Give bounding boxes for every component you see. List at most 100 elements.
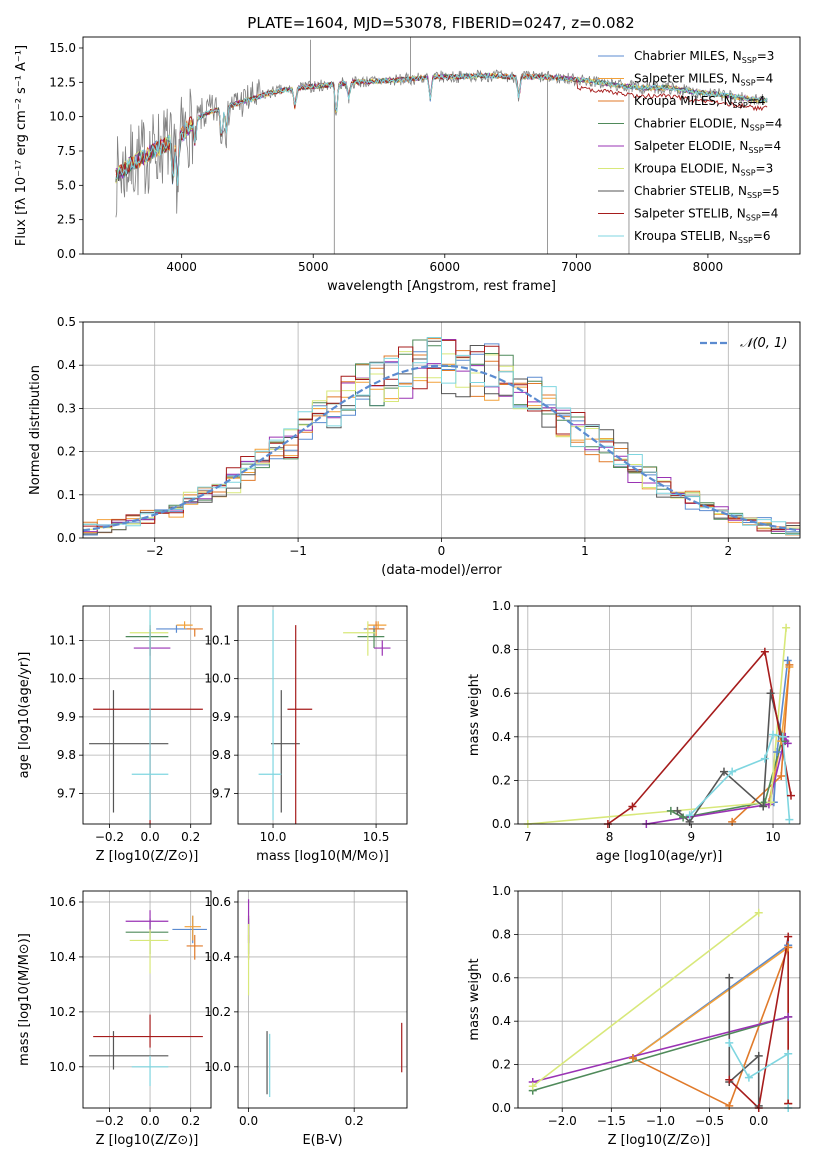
- y-tick-label: 0.8: [492, 643, 511, 657]
- legend-label: Kroupa MILES, NSSP=4: [634, 94, 765, 110]
- weight-point-marker: [685, 811, 694, 820]
- weight-point-marker: [673, 806, 682, 815]
- weight-point-marker: [744, 1073, 753, 1082]
- weight-point-marker: [628, 1054, 637, 1063]
- y-tick-label: 9.7: [57, 786, 76, 800]
- x-tick-label: −1: [289, 544, 307, 558]
- spectrum-model-line: [115, 72, 768, 184]
- y-tick-label: 9.9: [212, 710, 231, 724]
- legend-label: Kroupa STELIB, NSSP=6: [634, 229, 771, 245]
- x-tick-label: 0.2: [345, 1114, 364, 1128]
- weight-series-line: [632, 947, 790, 1107]
- legend-subscript: SSP: [742, 56, 757, 65]
- x-tick-label: 0.0: [141, 1114, 160, 1128]
- y-tick-label: 0.5: [57, 315, 76, 329]
- y-tick-label: 9.8: [57, 748, 76, 762]
- x-tick-label: 4000: [166, 260, 197, 274]
- axes-frame: [237, 890, 408, 1109]
- y-axis-label: mass [log10(M/M⊙)]: [17, 933, 32, 1066]
- x-tick-label: 6000: [430, 260, 461, 274]
- x-axis-label: age [log10(age/yr)]: [596, 849, 723, 864]
- weight-point-marker: [725, 1075, 734, 1084]
- weight-point-marker: [777, 772, 786, 781]
- gaussian-curve: [83, 364, 800, 532]
- legend-value: =3: [756, 162, 774, 176]
- legend-value: =4: [756, 72, 774, 86]
- weight-point-marker: [760, 647, 769, 656]
- panel-spectrum: 4000 5000 6000 7000 8000 0.0 2.5 5.0 7.5 10.0 12.5…: [14, 36, 801, 294]
- plot-area: [527, 627, 792, 824]
- legend-label: Chabrier STELIB, NSSP=5: [634, 184, 780, 200]
- y-tick-label: 10.1: [49, 633, 76, 647]
- weight-series-line: [607, 650, 792, 824]
- y-tick-label: 0.0: [492, 1101, 511, 1115]
- legend-label: 𝒩(0, 1): [740, 336, 787, 351]
- y-tick-label: 0.2: [57, 445, 76, 459]
- x-tick-label: 10.0: [260, 830, 287, 844]
- weight-point-marker: [785, 660, 794, 669]
- panel-residuals: −2 −1 0 1 2 0.0 0.1 0.2 0.3 0.4 0.5 (data-model)/er…: [28, 315, 801, 578]
- weight-point-marker: [725, 973, 734, 982]
- spectrum-model-line: [115, 72, 768, 187]
- weight-point-marker: [759, 802, 768, 811]
- legend-label: Salpeter STELIB, NSSP=4: [634, 207, 778, 223]
- y-tick-label: 0.4: [492, 730, 511, 744]
- weight-point-marker: [725, 1101, 734, 1110]
- y-tick-label: 10.2: [49, 1005, 76, 1019]
- x-axis-label: Z [log10(Z/Z⊙)]: [608, 1133, 711, 1148]
- legend-subscript: SSP: [738, 236, 753, 245]
- weight-point-marker: [784, 1049, 793, 1058]
- weight-point-marker: [628, 802, 637, 811]
- x-tick-label: −0.2: [95, 830, 124, 844]
- plot-area: [115, 37, 768, 254]
- legend-value: =4: [765, 117, 783, 131]
- axes-frame: [82, 321, 801, 539]
- panel-age_vs_Z: −0.2 0.0 0.2 9.7 9.8 9.9 10.0 10.1 Z [log10(Z/Z⊙…: [17, 605, 212, 864]
- y-axis-label: Flux [fλ 10⁻¹⁷ erg cm⁻² s⁻¹ A⁻¹]: [14, 45, 29, 246]
- plot-area: [532, 912, 790, 1108]
- y-tick-label: 1.0: [492, 884, 511, 898]
- figure-title: PLATE=1604, MJD=53078, FIBERID=0247, z=0…: [247, 14, 634, 32]
- legend-value: =6: [753, 229, 771, 243]
- weight-point-marker: [528, 1082, 537, 1091]
- y-axis-label: mass weight: [467, 958, 482, 1040]
- weight-point-marker: [754, 908, 763, 917]
- axes-frame: [237, 605, 408, 825]
- weight-point-marker: [760, 754, 769, 763]
- panel-age_vs_mass: 10.0 10.5 9.7 9.8 9.9 10.0 10.1 mass [log10(M/M…: [204, 605, 408, 864]
- weight-point-marker: [783, 739, 792, 748]
- x-tick-label: 8000: [693, 260, 724, 274]
- weight-point-marker: [719, 767, 728, 776]
- y-tick-label: 10.0: [49, 672, 76, 686]
- y-tick-label: 0.2: [492, 1058, 511, 1072]
- x-tick-label: 10.5: [363, 830, 390, 844]
- y-axis-label: age [log10(age/yr)]: [17, 652, 32, 779]
- panel-weight_vs_Z: −2.0 −1.5 −1.0 −0.5 0.0 0.0 0.2 0.4 0.6 0.8 1.0 Z […: [467, 884, 801, 1148]
- weight-point-marker: [754, 1051, 763, 1060]
- axes-frame: [517, 605, 801, 825]
- y-tick-label: 10.0: [49, 110, 76, 124]
- weight-point-marker: [766, 689, 775, 698]
- y-tick-label: 10.6: [49, 895, 76, 909]
- y-tick-label: 0.6: [492, 686, 511, 700]
- legend-value: =5: [762, 184, 780, 198]
- legend-subscript: SSP: [750, 124, 765, 133]
- weight-point-marker: [725, 1038, 734, 1047]
- plot-area: [89, 910, 207, 1087]
- legend-subscript: SSP: [747, 191, 762, 200]
- weight-series-line: [728, 1042, 790, 1108]
- y-tick-label: 2.5: [57, 213, 76, 227]
- x-axis-label: (data-model)/error: [381, 563, 502, 578]
- y-tick-label: 0.8: [492, 927, 511, 941]
- weight-point-marker: [679, 813, 688, 822]
- x-tick-label: −1.0: [646, 1114, 675, 1128]
- x-tick-label: 0.2: [181, 1114, 200, 1128]
- legend-subscript: SSP: [741, 169, 756, 178]
- legend-label: Kroupa ELODIE, NSSP=3: [634, 162, 773, 178]
- y-tick-label: 10.4: [204, 950, 231, 964]
- y-tick-label: 12.5: [49, 75, 76, 89]
- x-tick-label: 9: [687, 830, 695, 844]
- legend-label: Salpeter MILES, NSSP=4: [634, 72, 773, 88]
- x-tick-label: −1.5: [597, 1114, 626, 1128]
